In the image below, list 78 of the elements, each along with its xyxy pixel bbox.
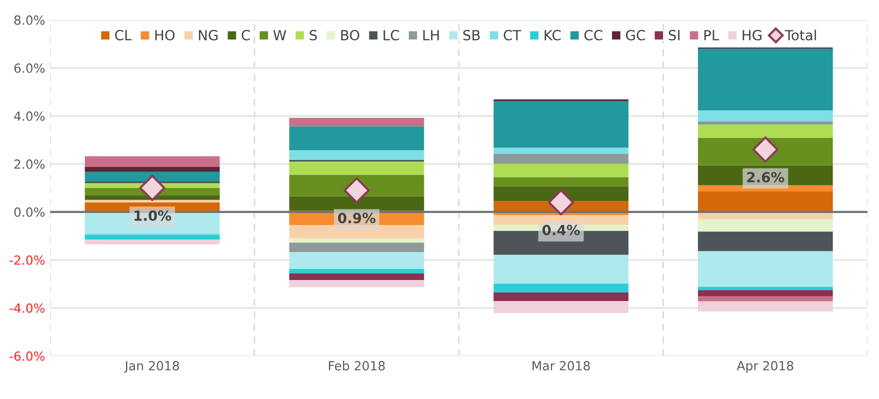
bar <box>698 48 833 110</box>
bar <box>698 301 833 312</box>
y-tick-label: -4.0% <box>10 303 45 313</box>
point <box>548 189 574 216</box>
bar <box>84 156 220 168</box>
bar <box>289 238 424 243</box>
bar <box>84 240 220 244</box>
y-tick-label: 6.0% <box>14 63 45 73</box>
legend-label: LC <box>384 30 399 40</box>
x-tick-label: Mar 2018 <box>532 360 590 370</box>
bar <box>494 148 628 154</box>
bar <box>289 269 424 274</box>
legend-label: SB <box>463 30 480 40</box>
legend-label: SI <box>668 30 680 40</box>
bar <box>84 195 220 200</box>
data-label: 2.6% <box>747 172 784 183</box>
bar <box>84 200 220 202</box>
point <box>752 136 778 163</box>
bar <box>494 101 628 148</box>
bar <box>698 219 833 232</box>
bar <box>289 273 424 280</box>
bar <box>494 154 628 164</box>
legend-label: Total <box>784 30 816 40</box>
legend-label: CC <box>584 30 602 40</box>
bar <box>698 124 833 138</box>
bar <box>84 172 220 182</box>
bar <box>84 234 220 240</box>
y-tick-label: 8.0% <box>14 15 45 25</box>
legend-label: CT <box>504 30 522 40</box>
bar <box>494 284 628 293</box>
y-tick-label: 4.0% <box>14 111 45 121</box>
bar <box>494 300 628 313</box>
legend-label: BO <box>341 30 360 40</box>
legend-label: NG <box>198 30 218 40</box>
bar <box>289 280 424 288</box>
bar <box>698 232 833 252</box>
bar <box>289 126 424 150</box>
x-tick-label: Jan 2018 <box>124 360 179 373</box>
bar <box>698 138 833 166</box>
x-tick-label: Apr 2018 <box>736 360 794 373</box>
bar <box>494 177 628 186</box>
bar <box>84 167 220 172</box>
bar <box>289 196 424 211</box>
bar <box>698 121 833 125</box>
bar <box>698 251 833 287</box>
y-tick-label: 0.0% <box>14 207 45 217</box>
point <box>344 177 370 204</box>
bar <box>698 296 833 302</box>
bar <box>494 292 628 301</box>
point <box>139 174 166 201</box>
bar <box>289 118 424 126</box>
bar <box>494 186 628 202</box>
bar <box>698 290 833 296</box>
legend-label: W <box>273 30 286 40</box>
legend-label: S <box>310 30 317 40</box>
data-label: 1.0% <box>134 210 172 221</box>
legend-label: C <box>242 30 250 40</box>
legend-label: HG <box>742 30 762 40</box>
y-tick-label: -2.0% <box>10 255 45 265</box>
bar <box>494 254 628 284</box>
bar <box>289 150 424 160</box>
bar <box>289 162 424 175</box>
y-tick-label: -6.0% <box>10 351 45 361</box>
legend-label: HO <box>155 30 175 40</box>
bar <box>698 192 833 212</box>
x-tick-label: Feb 2018 <box>328 360 385 370</box>
legend-label: LH <box>423 30 439 40</box>
legend-label: CL <box>115 30 132 40</box>
bar <box>289 242 424 252</box>
bar <box>698 110 833 122</box>
legend-label: PL <box>704 30 720 40</box>
bar <box>494 164 628 178</box>
bar <box>289 252 424 270</box>
y-tick-label: 2.0% <box>14 159 45 169</box>
legend-label: KC <box>544 30 561 40</box>
data-label: 0.9% <box>338 212 376 224</box>
legend-label: GC <box>626 30 645 40</box>
data-label: 0.4% <box>542 224 580 236</box>
